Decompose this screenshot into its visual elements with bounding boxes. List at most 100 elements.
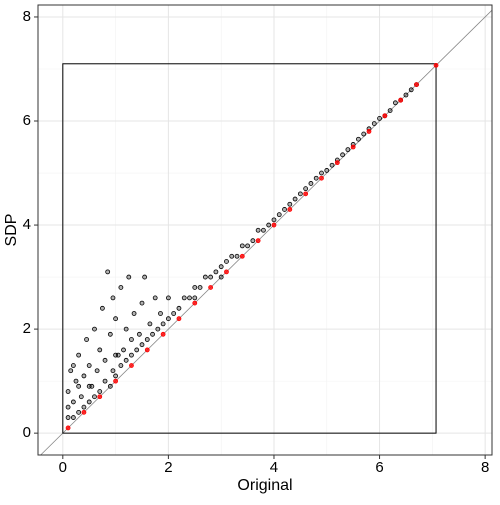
- point: [155, 326, 161, 332]
- point: [261, 227, 266, 233]
- point: [239, 243, 245, 249]
- point: [171, 311, 177, 316]
- point: [176, 316, 182, 322]
- point: [255, 238, 261, 244]
- point: [371, 121, 377, 127]
- point: [84, 337, 89, 342]
- point: [97, 347, 103, 353]
- point: [392, 100, 398, 106]
- point: [81, 404, 87, 410]
- y-tick-label: 0: [23, 424, 31, 441]
- point: [70, 363, 76, 368]
- point: [78, 394, 84, 400]
- panel-border: [37, 4, 493, 456]
- point: [68, 368, 74, 374]
- point: [192, 300, 198, 306]
- point: [134, 347, 140, 353]
- point: [113, 316, 119, 322]
- point: [76, 352, 82, 358]
- point: [102, 357, 108, 363]
- point: [334, 160, 340, 166]
- point: [239, 253, 245, 259]
- point: [129, 363, 134, 368]
- point: [118, 285, 124, 290]
- point: [113, 352, 119, 358]
- point: [234, 253, 240, 259]
- point: [187, 295, 192, 301]
- x-axis-label: Original: [237, 477, 292, 494]
- point: [287, 207, 293, 212]
- point: [97, 394, 103, 400]
- point: [303, 191, 309, 197]
- point: [377, 116, 382, 121]
- point: [110, 368, 116, 374]
- point: [218, 264, 224, 270]
- point: [408, 87, 414, 93]
- point: [126, 274, 132, 280]
- point: [329, 162, 335, 168]
- point: [136, 331, 142, 337]
- point: [313, 175, 319, 181]
- point: [250, 238, 256, 244]
- point: [65, 404, 71, 410]
- identity-line: [40, 9, 493, 456]
- point: [97, 389, 103, 394]
- x-tick-label: 0: [59, 459, 67, 476]
- point: [345, 147, 351, 153]
- point: [165, 295, 171, 301]
- reference-box: [62, 63, 437, 434]
- point: [105, 269, 111, 275]
- point: [287, 201, 293, 207]
- y-tick-label: 4: [23, 216, 31, 233]
- point: [245, 243, 250, 249]
- point: [123, 357, 129, 363]
- y-tick-label: 6: [23, 112, 31, 129]
- point: [224, 269, 229, 275]
- point: [282, 207, 287, 212]
- point: [70, 399, 76, 405]
- point: [319, 175, 324, 181]
- point: [160, 321, 166, 327]
- point: [129, 352, 134, 358]
- y-axis-label: SDP: [3, 214, 20, 247]
- point: [213, 269, 219, 275]
- point: [86, 383, 92, 389]
- point: [297, 191, 303, 197]
- x-tick-label: 4: [270, 459, 278, 476]
- point: [266, 222, 272, 228]
- point: [433, 62, 439, 68]
- point: [144, 347, 150, 353]
- point: [110, 295, 116, 301]
- x-tick-label: 6: [375, 459, 383, 476]
- point: [403, 92, 409, 98]
- point: [113, 378, 119, 384]
- point: [202, 274, 208, 280]
- point: [129, 337, 134, 342]
- point: [131, 311, 137, 316]
- point: [102, 378, 108, 384]
- point: [340, 152, 346, 158]
- point: [123, 326, 129, 332]
- point: [147, 321, 153, 327]
- point: [192, 285, 198, 290]
- point: [366, 129, 372, 134]
- point: [113, 373, 119, 379]
- point: [181, 295, 187, 301]
- point: [81, 373, 87, 379]
- point: [308, 181, 314, 186]
- point: [70, 415, 76, 420]
- point: [76, 383, 82, 389]
- point: [152, 295, 158, 301]
- point: [319, 170, 324, 176]
- point: [382, 113, 388, 119]
- point: [271, 217, 277, 223]
- point: [144, 337, 150, 342]
- point: [208, 285, 214, 290]
- point: [65, 389, 71, 394]
- point: [324, 168, 330, 173]
- point: [224, 259, 229, 264]
- point: [86, 363, 92, 368]
- point: [176, 305, 182, 311]
- point: [165, 316, 171, 322]
